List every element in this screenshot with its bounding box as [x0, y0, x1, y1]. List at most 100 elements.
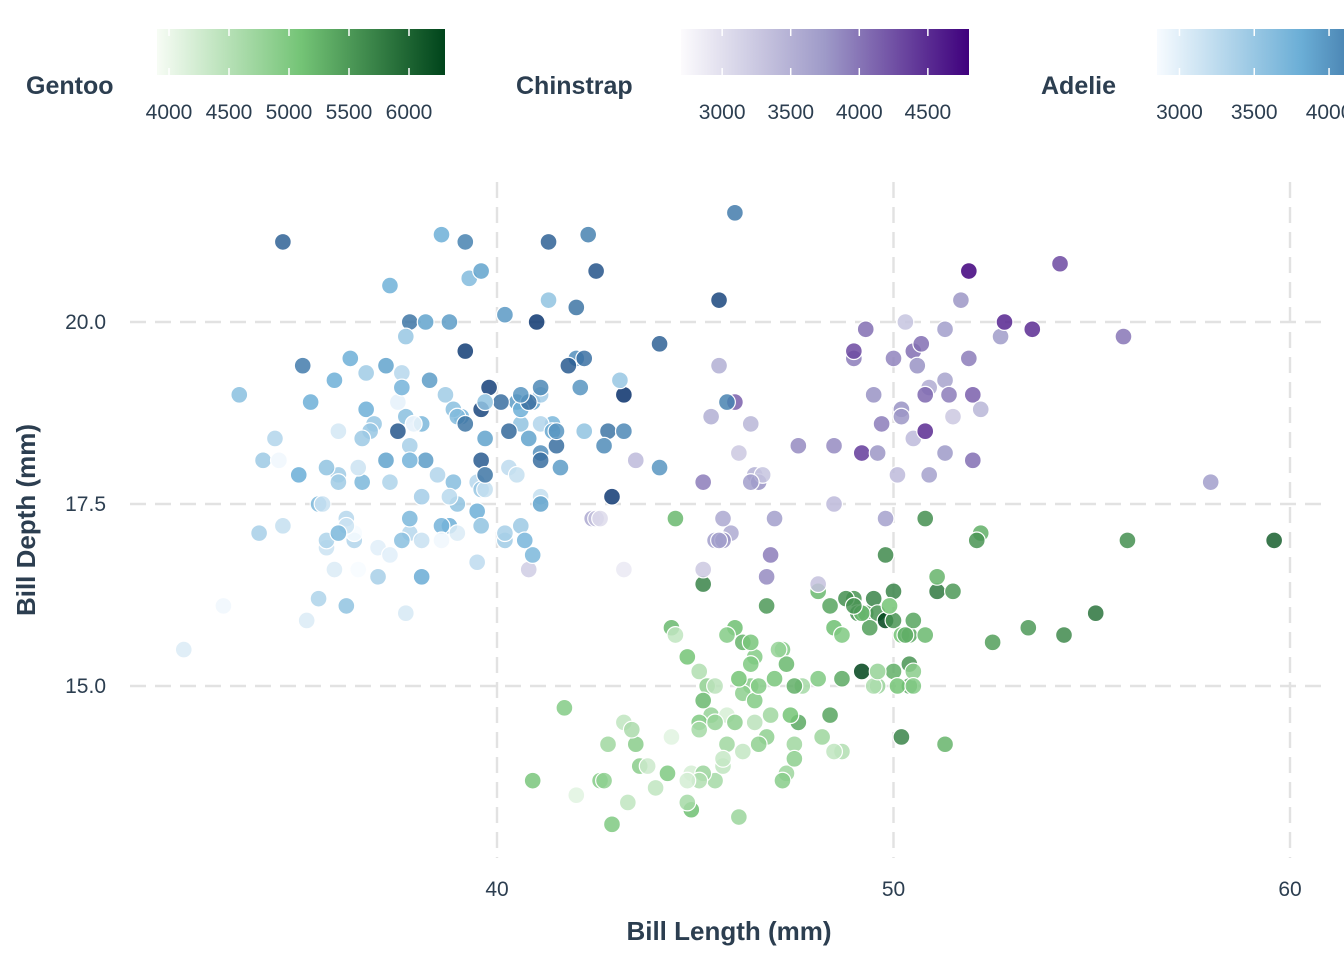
data-point — [349, 458, 368, 477]
y-tick-label: 17.5 — [65, 493, 106, 516]
data-point — [273, 516, 292, 535]
data-point — [440, 313, 459, 332]
data-point — [714, 749, 733, 768]
data-point — [472, 516, 491, 535]
data-point — [729, 444, 748, 463]
legend-title: Gentoo — [26, 72, 114, 100]
data-point — [329, 524, 348, 543]
data-point — [531, 451, 550, 470]
data-point — [313, 495, 332, 514]
grid-lines — [130, 182, 1330, 858]
data-point — [725, 203, 744, 222]
data-point — [880, 596, 899, 615]
data-point — [741, 473, 760, 492]
data-point — [646, 778, 665, 797]
data-point — [432, 531, 451, 550]
data-point — [706, 676, 725, 695]
data-point — [868, 662, 887, 681]
data-point — [610, 371, 629, 390]
data-point — [468, 553, 487, 572]
data-point — [638, 757, 657, 776]
data-point — [602, 487, 621, 506]
data-point — [1054, 626, 1073, 645]
data-point — [852, 444, 871, 463]
data-point — [967, 531, 986, 550]
data-point — [495, 524, 514, 543]
data-point — [809, 669, 828, 688]
data-point — [943, 582, 962, 601]
data-point — [472, 262, 491, 281]
series-gentoo — [523, 509, 1284, 834]
data-point — [254, 451, 273, 470]
data-point — [1086, 604, 1105, 623]
data-point — [250, 524, 269, 543]
data-point — [892, 407, 911, 426]
data-point — [884, 349, 903, 368]
x-tick-label: 50 — [882, 878, 905, 901]
data-point — [230, 385, 249, 404]
data-point — [785, 676, 804, 695]
data-point — [729, 669, 748, 688]
data-point — [678, 771, 697, 790]
data-point — [579, 225, 598, 244]
data-point — [856, 320, 875, 339]
data-point — [412, 487, 431, 506]
colorbar — [681, 29, 969, 75]
data-point — [456, 342, 475, 361]
data-point — [714, 509, 733, 528]
data-point — [658, 764, 677, 783]
data-point — [777, 655, 796, 674]
data-point — [174, 640, 193, 659]
data-point — [761, 545, 780, 564]
data-point — [928, 567, 947, 586]
data-point — [341, 349, 360, 368]
data-point — [396, 604, 415, 623]
data-point — [868, 444, 887, 463]
data-point — [392, 531, 411, 550]
legend: Gentoo 4000 4500 5000 5500 6000 Chinstrap 3000 3… — [26, 29, 1344, 124]
data-point — [864, 385, 883, 404]
data-point — [702, 407, 721, 426]
data-point — [618, 793, 637, 812]
data-point — [761, 706, 780, 725]
data-point — [539, 232, 558, 251]
y-tick-label: 20.0 — [65, 311, 106, 334]
data-point — [940, 385, 959, 404]
data-point — [773, 771, 792, 790]
data-point — [301, 393, 320, 412]
data-point — [329, 422, 348, 441]
data-point — [575, 422, 594, 441]
data-point — [971, 400, 990, 419]
data-point — [690, 662, 709, 681]
data-point — [476, 429, 495, 448]
data-point — [392, 378, 411, 397]
data-point — [717, 626, 736, 645]
data-point — [781, 706, 800, 725]
data-point — [531, 495, 550, 514]
data-point — [1051, 254, 1070, 273]
data-point — [678, 793, 697, 812]
x-tick-label: 40 — [485, 878, 508, 901]
data-point — [440, 487, 459, 506]
data-point — [614, 422, 633, 441]
data-point — [380, 545, 399, 564]
data-point — [825, 436, 844, 455]
data-point — [678, 647, 697, 666]
legend-tick-label: 3000 — [1156, 101, 1203, 124]
data-point — [531, 378, 550, 397]
data-point — [400, 451, 419, 470]
data-point — [380, 473, 399, 492]
legend-tick-label: 4000 — [1306, 101, 1344, 124]
data-point — [1019, 618, 1038, 637]
legend-tick-label: 5000 — [266, 101, 313, 124]
data-point — [523, 771, 542, 790]
legend-chinstrap: Chinstrap 3000 3500 4000 4500 — [516, 29, 969, 124]
data-point — [789, 436, 808, 455]
data-point — [765, 669, 784, 688]
data-point — [614, 560, 633, 579]
data-point — [337, 596, 356, 615]
data-point — [963, 451, 982, 470]
data-point — [666, 509, 685, 528]
data-point — [694, 560, 713, 579]
data-point — [710, 531, 729, 550]
